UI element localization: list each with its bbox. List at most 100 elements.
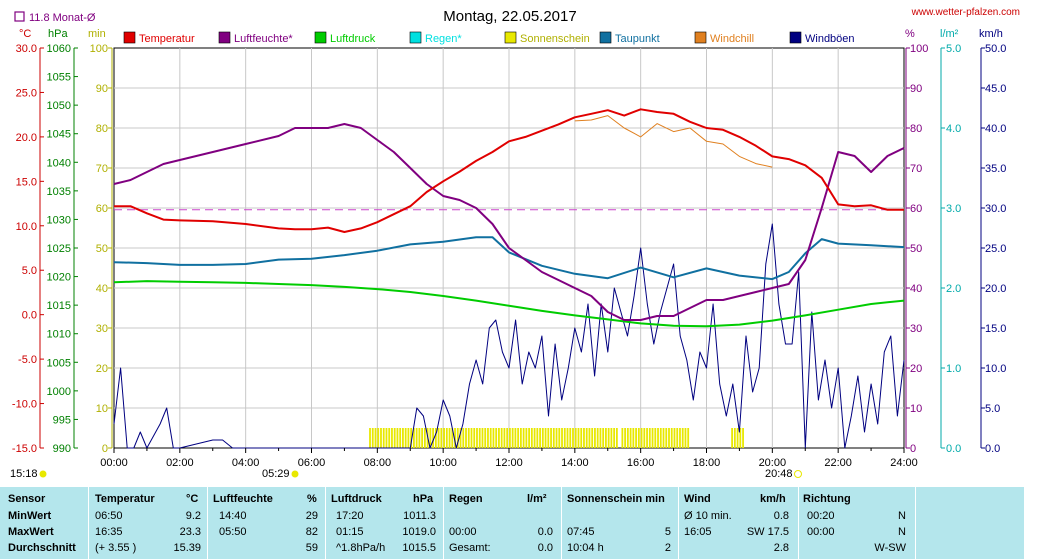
sunshine-bar — [443, 428, 445, 448]
unit-pressure: hPa — [48, 28, 68, 40]
humidity-axis-tick-label: 30 — [910, 323, 922, 335]
sunshine-bar — [739, 428, 742, 448]
legend-swatch — [314, 31, 327, 44]
table-cell-temp-val: 15.39 — [173, 542, 201, 554]
rain-axis-tick-label: 0.0 — [946, 443, 961, 455]
x-tick-label: 24:00 — [890, 457, 918, 469]
sunshine-bar — [555, 428, 558, 448]
source-link[interactable]: www.wetter-pfalzen.com — [911, 7, 1020, 18]
pressure-axis-tick-label: 990 — [53, 443, 71, 455]
sunshine-bar — [558, 428, 561, 448]
legend-label: Temperatur — [139, 33, 195, 45]
sunshine-bar — [462, 428, 465, 448]
legend: Temperatur Luftfeuchte* Luftdruck Regen* Son… — [123, 31, 855, 45]
sunshine-bar — [385, 428, 388, 448]
table-cell-wind-val: 0.8 — [773, 510, 789, 522]
sun-axis-tick-label: 20 — [96, 363, 108, 375]
unit-rain: l/m² — [940, 28, 959, 40]
sunshine-bar — [552, 428, 555, 448]
table-cell-press-val: 1015.5 — [402, 542, 436, 554]
sunshine-bar — [519, 428, 522, 448]
pressure-axis-tick-label: 1060 — [47, 43, 71, 55]
sunshine-bar — [470, 428, 473, 448]
sunshine-bar — [533, 428, 536, 448]
sunshine-bar — [396, 428, 399, 448]
sunshine-bar — [418, 428, 421, 448]
table-cell-press-time: 01:15 — [336, 526, 364, 538]
sunshine-bar — [640, 428, 643, 448]
sunshine-bar — [580, 428, 583, 448]
unit-humidity: % — [905, 28, 915, 40]
sunshine-bar — [421, 428, 424, 448]
sunshine-bar — [547, 428, 550, 448]
table-cell-press-time: ^1.8hPa/h — [336, 542, 386, 554]
temp-axis-tick-label: -5.0 — [18, 354, 37, 366]
hdr-wind-unit: km/h — [760, 493, 786, 505]
table-cell-label: MaxWert — [8, 526, 54, 538]
table-cell-hum-val: 59 — [305, 542, 318, 554]
sunshine-bar — [495, 428, 498, 448]
legend-label: Taupunkt — [615, 33, 660, 45]
series-lines — [113, 108, 905, 449]
sunshine-bar — [448, 428, 451, 448]
table-cell-dir-val: N — [898, 510, 906, 522]
table-cell-rain-val: 0.0 — [537, 542, 553, 554]
pressure-axis-tick-label: 1000 — [47, 386, 71, 398]
table-cell-label: Durchschnitt — [8, 542, 76, 554]
table-cell-sun-time: 10:04 h — [567, 542, 604, 554]
table-cell-rain-time: 00:00 — [449, 526, 477, 538]
table-cell-sun-val: 2 — [664, 542, 671, 554]
sun-axis-tick-label: 40 — [96, 283, 108, 295]
wind-axis-tick-label: 50.0 — [985, 43, 1006, 55]
legend-swatch — [694, 31, 707, 44]
hdr-temperature: Temperatur — [95, 493, 155, 505]
sunshine-bar — [481, 428, 484, 448]
sunshine-bar — [473, 428, 476, 448]
sunshine-bar — [668, 428, 670, 448]
column-divider — [325, 487, 326, 559]
humidity-axis-tick-label: 100 — [910, 43, 928, 55]
unit-wind: km/h — [979, 28, 1003, 40]
table-cell-rain-time: Gesamt: — [449, 542, 491, 554]
sunshine-bar — [583, 428, 585, 448]
table-cell-temp-val: 23.3 — [179, 526, 201, 538]
sunshine-bar — [522, 428, 525, 448]
column-divider — [678, 487, 679, 559]
pressure-axis-tick-label: 1015 — [47, 300, 71, 312]
sunshine-bar — [733, 428, 736, 448]
sunshine-bar — [594, 428, 596, 448]
series-line-luftdruck — [113, 280, 905, 328]
x-tick-label: 12:00 — [495, 457, 523, 469]
sunshine-bar — [681, 428, 684, 448]
sunshine-bar — [380, 428, 382, 448]
x-tick-label: 20:00 — [759, 457, 787, 469]
sunshine-bar — [500, 428, 503, 448]
table-cell-temp-val: 9.2 — [185, 510, 201, 522]
sunshine-bar — [437, 428, 440, 448]
sunshine-bar — [528, 428, 531, 448]
hdr-humidity-unit: % — [307, 493, 317, 505]
pressure-axis-tick-label: 1025 — [47, 243, 71, 255]
sunshine-bar — [514, 428, 517, 448]
sunshine-bar — [382, 428, 385, 448]
sunshine-bar — [679, 428, 681, 448]
sunshine-bar — [369, 428, 371, 448]
sunshine-bar — [588, 428, 591, 448]
sunshine-bar — [415, 428, 418, 448]
humidity-axis-tick-label: 60 — [910, 203, 922, 215]
sunshine-bar — [731, 428, 733, 448]
humidity-axis-tick-label: 40 — [910, 283, 922, 295]
humidity-axis-tick-label: 10 — [910, 403, 922, 415]
x-tick-label: 16:00 — [627, 457, 655, 469]
humidity-axis-tick-label: 0 — [910, 443, 916, 455]
statistics-table: Sensor Temperatur °C Luftfeuchte % Luftd… — [0, 487, 1024, 559]
sunshine-bar — [432, 428, 434, 448]
sunshine-bar — [445, 428, 448, 448]
sunshine-bar — [484, 428, 487, 448]
sunshine-bar — [377, 428, 380, 448]
sun-axis-tick-label: 60 — [96, 203, 108, 215]
legend-label: Sonnenschein — [520, 33, 590, 45]
wind-axis-tick-label: 30.0 — [985, 203, 1006, 215]
hdr-pressure: Luftdruck — [331, 493, 382, 505]
sunshine-bar — [684, 428, 687, 448]
